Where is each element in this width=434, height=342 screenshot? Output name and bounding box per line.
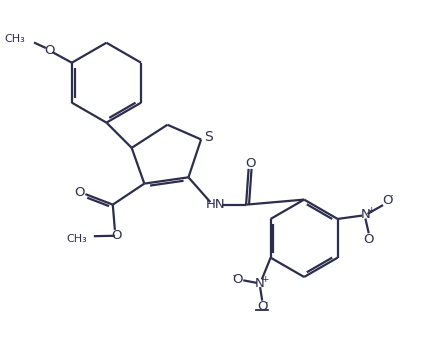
Text: ·: · (388, 190, 393, 203)
Text: O: O (45, 44, 55, 57)
Text: N: N (360, 208, 369, 221)
Text: O: O (111, 229, 122, 242)
Text: N: N (255, 277, 264, 290)
Text: HN: HN (206, 198, 225, 211)
Text: ·: · (231, 269, 235, 282)
Text: CH₃: CH₃ (4, 34, 25, 44)
Text: +: + (261, 275, 268, 284)
Text: O: O (232, 273, 243, 286)
Text: +: + (366, 206, 373, 215)
Text: O: O (245, 157, 255, 170)
Text: O: O (256, 300, 267, 313)
Text: S: S (204, 130, 213, 144)
Text: O: O (75, 186, 85, 199)
Text: O: O (363, 233, 373, 246)
Text: ·: · (264, 298, 268, 311)
Text: O: O (381, 194, 391, 207)
Text: CH₃: CH₃ (66, 234, 86, 244)
